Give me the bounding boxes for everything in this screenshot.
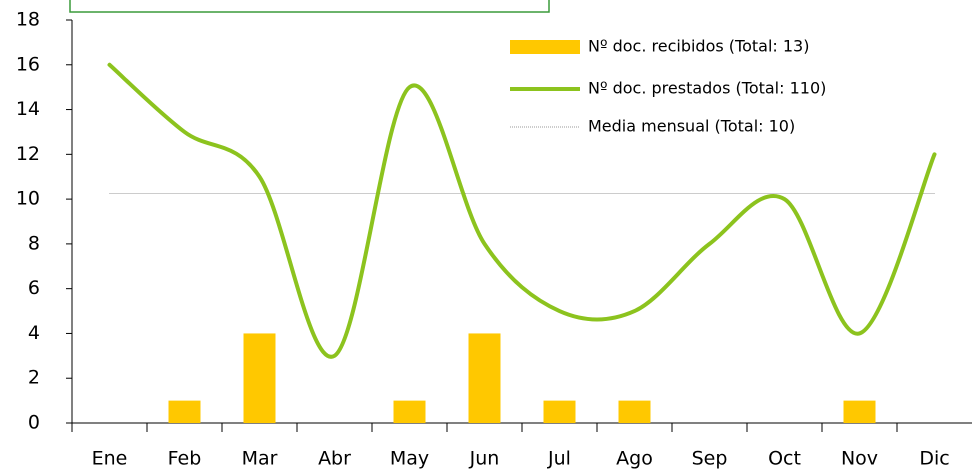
y-tick-label: 4 [28,322,40,344]
bar [843,400,876,423]
y-tick-label: 2 [28,367,40,389]
x-tick-label: Sep [692,448,728,470]
x-tick-label: Jul [547,448,571,470]
legend-label: Media mensual (Total: 10) [588,117,795,136]
y-tick-label: 10 [16,188,40,210]
y-tick-label: 0 [28,412,40,434]
x-tick-label: May [390,448,429,470]
bar [468,333,501,423]
y-tick-label: 8 [28,232,40,254]
bar [618,400,651,423]
legend-label: Nº doc. prestados (Total: 110) [588,79,826,98]
bar [543,400,576,423]
bar [168,400,201,423]
y-tick-label: 12 [16,143,40,165]
x-tick-label: Feb [168,448,202,470]
frame-box [69,0,550,13]
bar [393,400,426,423]
y-tick-label: 16 [16,53,40,75]
legend-label: Nº doc. recibidos (Total: 13) [588,37,809,56]
x-tick-label: Mar [242,448,278,470]
legend-swatch [510,40,580,54]
line [107,62,937,359]
y-tick-label: 14 [16,98,40,120]
x-tick-label: Oct [768,448,801,470]
x-tick-label: Ene [92,448,128,470]
x-tick-label: Jun [469,448,500,470]
x-tick-label: Ago [616,448,653,470]
y-tick-label: 18 [16,9,40,31]
x-tick-label: Abr [318,448,351,470]
x-tick-label: Nov [841,448,878,470]
bar [243,333,276,423]
y-tick-label: 6 [28,277,40,299]
x-tick-label: Dic [919,448,949,470]
